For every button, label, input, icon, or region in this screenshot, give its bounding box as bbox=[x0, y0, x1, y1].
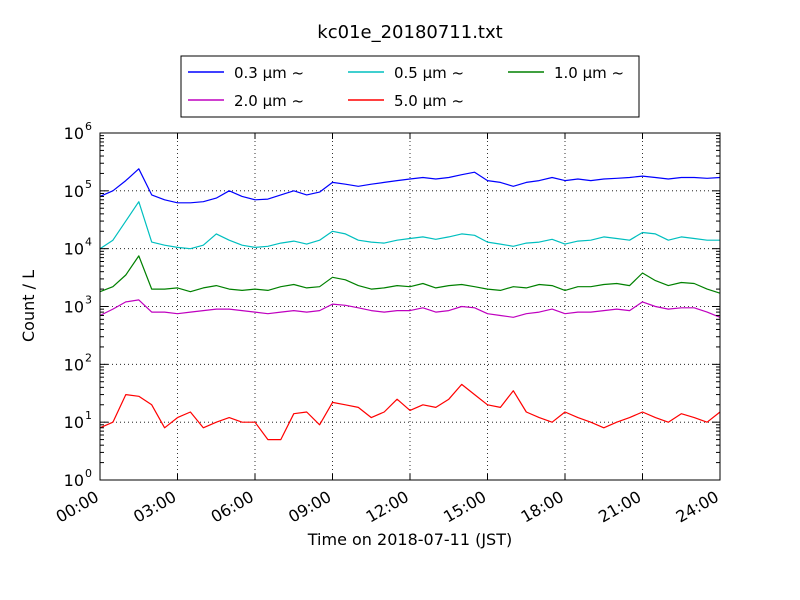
y-tick-exponent: 6 bbox=[85, 120, 92, 133]
x-tick-label: 06:00 bbox=[208, 487, 257, 527]
series-line-4 bbox=[99, 383, 721, 441]
legend-label-0: 0.3 μm ~ bbox=[234, 64, 304, 82]
legend-label-3: 2.0 μm ~ bbox=[234, 92, 304, 110]
y-tick-exponent: 3 bbox=[85, 294, 92, 307]
y-tick-label: 10 bbox=[64, 124, 84, 143]
y-tick-exponent: 5 bbox=[85, 178, 92, 191]
x-axis-label: Time on 2018-07-11 (JST) bbox=[307, 530, 512, 549]
series-line-0 bbox=[99, 168, 721, 204]
series-line-2 bbox=[99, 255, 721, 294]
y-axis-label: Count / L bbox=[19, 270, 38, 342]
series-line-1 bbox=[99, 201, 720, 250]
y-tick-label: 10 bbox=[64, 298, 84, 317]
legend-label-1: 0.5 μm ~ bbox=[394, 64, 464, 82]
x-tick-label: 21:00 bbox=[595, 487, 644, 527]
series-line-3 bbox=[99, 299, 721, 318]
x-tick-label: 18:00 bbox=[518, 487, 567, 527]
y-tick-exponent: 0 bbox=[85, 467, 92, 480]
x-tick-label: 24:00 bbox=[673, 487, 722, 527]
series-layer bbox=[99, 168, 721, 441]
y-tick-label: 10 bbox=[64, 355, 84, 374]
grid bbox=[100, 133, 720, 480]
y-tick-label: 10 bbox=[64, 471, 84, 490]
legend-label-4: 5.0 μm ~ bbox=[394, 92, 464, 110]
x-tick-label: 15:00 bbox=[440, 487, 489, 527]
y-tick-label: 10 bbox=[64, 413, 84, 432]
y-tick-exponent: 1 bbox=[85, 409, 92, 422]
chart-title: kc01e_20180711.txt bbox=[317, 22, 502, 43]
y-tick-label: 10 bbox=[64, 182, 84, 201]
x-tick-label: 12:00 bbox=[363, 487, 412, 527]
x-tick-label: 09:00 bbox=[285, 487, 334, 527]
y-tick-exponent: 4 bbox=[85, 236, 92, 249]
legend-label-2: 1.0 μm ~ bbox=[554, 64, 624, 82]
x-tick-label: 00:00 bbox=[53, 487, 102, 527]
legend-box bbox=[180, 55, 640, 118]
y-tick-exponent: 2 bbox=[85, 351, 92, 364]
legend: 0.3 μm ~ 0.5 μm ~ 1.0 μm ~ 2.0 μm ~ 5.0 μm ~ bbox=[180, 55, 640, 118]
x-axis-ticks: 00:00 03:00 06:00 09:00 12:00 15:00 18:00 21:00… bbox=[53, 133, 722, 527]
x-tick-label: 03:00 bbox=[130, 487, 179, 527]
y-tick-label: 10 bbox=[64, 240, 84, 259]
